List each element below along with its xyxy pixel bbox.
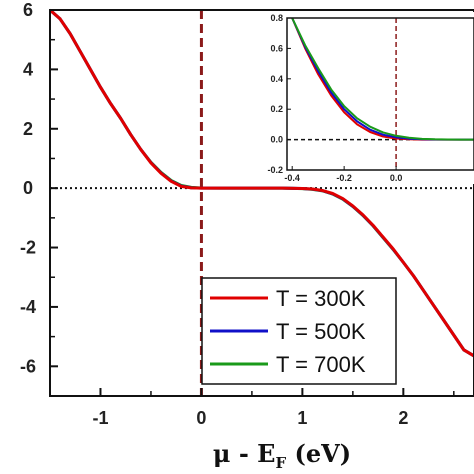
inset-series-group — [291, 17, 474, 141]
inset-y-tick-label: 0.8 — [270, 13, 283, 23]
x-tick-label: 2 — [398, 408, 408, 428]
legend-label: T = 300K — [276, 286, 366, 311]
main-series-line — [49, 8, 474, 358]
y-tick-label: -4 — [20, 297, 36, 317]
legend-label: T = 700K — [276, 352, 366, 377]
legend-entries: T = 300K T = 500K T = 700K — [210, 286, 366, 377]
x-tick-label: 1 — [297, 408, 307, 428]
inset-y-tick-label: 0.0 — [270, 135, 283, 145]
main-chart: 6 4 2 0 -2 -4 -6 -1 0 1 2 — [20, 0, 474, 428]
inset-axis-ticks — [287, 17, 397, 171]
inset-background — [262, 12, 474, 184]
x-tick-label: 0 — [196, 408, 206, 428]
inset-series-line — [291, 17, 474, 141]
inset-y-tick-label: 0.6 — [270, 43, 283, 53]
inset-chart: 0.80.60.40.20.0-0.2-0.4 -0.2 0.0 — [262, 12, 474, 184]
y-tick-label: -6 — [20, 356, 36, 376]
inset-x-tick-label: -0.2 — [336, 173, 352, 183]
y-tick-label: 4 — [23, 59, 33, 79]
inset-x-tick-label: 0.0 — [390, 173, 403, 183]
inset-y-tick-label: 0.2 — [270, 104, 283, 114]
inset-tick-labels: 0.80.60.40.20.0-0.2-0.4 -0.2 0.0 — [267, 13, 402, 183]
main-tick-labels: 6 4 2 0 -2 -4 -6 -1 0 1 2 — [20, 0, 408, 428]
main-axis-ticks — [49, 9, 455, 397]
x-axis-label: μ - EF (eV) — [213, 439, 351, 472]
y-tick-label: 2 — [23, 119, 33, 139]
main-plot-frame — [49, 9, 474, 397]
inset-y-tick-label: -0.2 — [267, 165, 283, 175]
legend-label: T = 500K — [276, 319, 366, 344]
y-tick-label: 0 — [23, 178, 33, 198]
x-axis-label-suffix: (eV) — [286, 439, 351, 468]
inset-y-tick-label: 0.4 — [270, 74, 283, 84]
y-tick-label: 6 — [23, 0, 33, 20]
inset-plot-frame — [286, 17, 474, 171]
main-series-group — [49, 8, 474, 358]
x-axis-label-subscript: F — [275, 454, 286, 472]
legend: T = 300K T = 500K T = 700K — [201, 277, 397, 385]
x-axis-label-prefix: μ - E — [213, 439, 276, 468]
y-tick-label: -2 — [20, 238, 36, 258]
x-tick-label: -1 — [92, 408, 108, 428]
inset-x-tick-label: -0.4 — [284, 173, 300, 183]
